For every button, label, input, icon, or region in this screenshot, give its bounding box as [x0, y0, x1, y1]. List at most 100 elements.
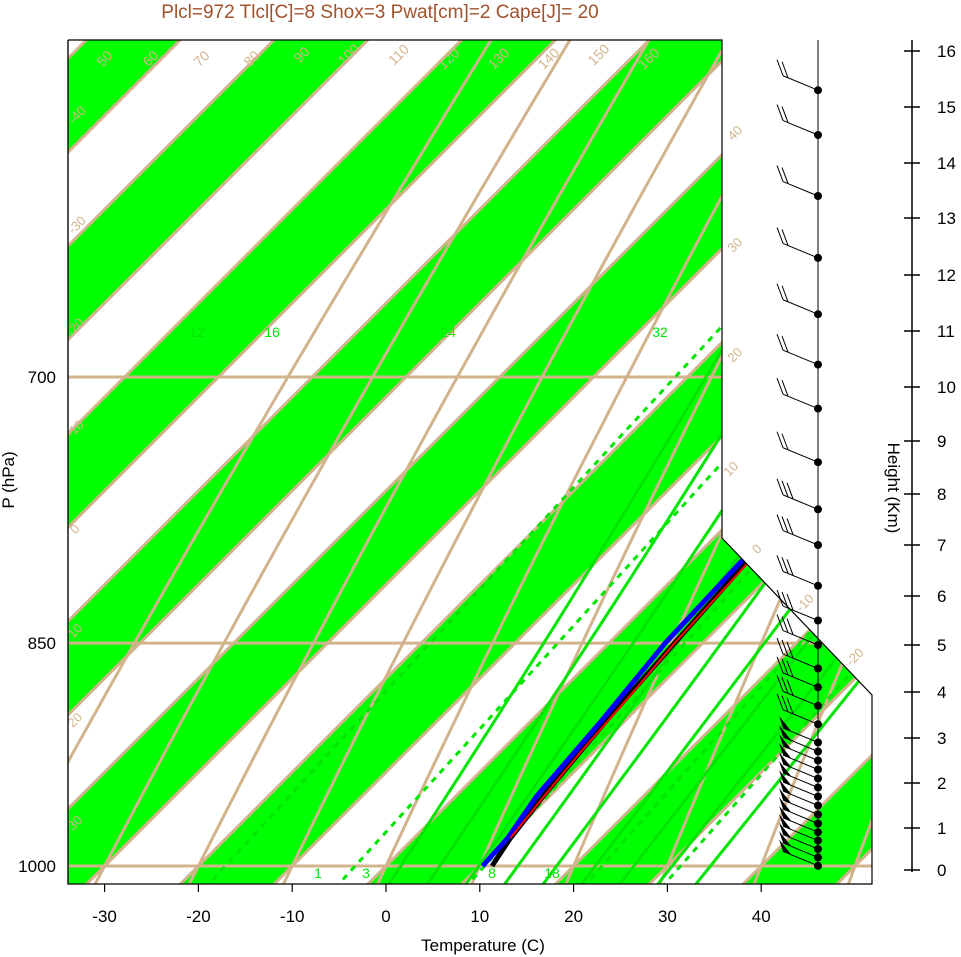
- wind-feather: [776, 656, 784, 674]
- isotherm-label: 30: [724, 234, 745, 255]
- isotherm: [68, 40, 872, 884]
- isotherm: [68, 40, 872, 884]
- wind-feather: [786, 518, 794, 535]
- wind-feather: [781, 433, 789, 450]
- wind-feather: [776, 589, 784, 607]
- dry-adiabat: [163, 40, 872, 884]
- wind-barb: [782, 690, 819, 707]
- temperature-tick-label: 0: [381, 907, 390, 926]
- wind-flag: [779, 743, 792, 759]
- mixing-ratio-labels: 1 3 8 18: [314, 865, 560, 881]
- wind-flag: [779, 734, 792, 750]
- moist-adiabat: [430, 40, 872, 884]
- wind-flag: [779, 797, 792, 813]
- moist-adiabat-label: 12: [189, 324, 205, 340]
- wind-feather: [776, 333, 784, 351]
- moist-adiabat-labels: 12 16 24 32: [189, 324, 668, 340]
- height-tick-label: 7: [937, 536, 946, 555]
- wind-feather: [781, 61, 789, 78]
- wind-barb: [782, 447, 819, 463]
- wind-feather: [781, 285, 789, 302]
- wind-flag: [779, 716, 792, 732]
- wind-barb: [782, 530, 819, 546]
- wind-flag: [779, 814, 792, 830]
- dry-adiabat: [734, 40, 872, 884]
- dry-adiabat: [68, 40, 872, 884]
- wind-feather: [786, 559, 794, 576]
- wind-flag: [779, 822, 792, 838]
- wind-feather: [781, 639, 789, 657]
- moist-adiabat-label: 16: [264, 324, 280, 340]
- isotherm: [787, 40, 872, 884]
- dry-adiabat-label: 150: [585, 40, 613, 68]
- pressure-tick-label: 700: [28, 368, 56, 387]
- isotherm: [68, 40, 872, 884]
- wind-feather: [776, 514, 784, 531]
- wind-barb: [782, 745, 819, 761]
- moist-adiabat: [467, 40, 872, 884]
- wind-barb: [782, 817, 819, 833]
- isotherm: [68, 40, 872, 884]
- height-tick-label: 6: [937, 587, 946, 606]
- moist-adiabat: [543, 40, 872, 884]
- wind-feather: [786, 618, 794, 635]
- wind-feather: [776, 165, 784, 182]
- moist-adiabat-label: 32: [652, 324, 668, 340]
- height-tick-label: 0: [937, 861, 946, 880]
- wind-barb: [782, 570, 819, 587]
- dewpoint-profile: [480, 40, 872, 868]
- wind-barb: [782, 754, 819, 770]
- temperature-band: [68, 40, 872, 884]
- isotherm: [130, 40, 872, 884]
- wind-flag: [779, 839, 792, 855]
- wind-feather: [776, 478, 784, 496]
- dry-adiabat-labels: 50 60 70 80 90 100 110 120 130 140 150 160: [93, 40, 662, 72]
- wind-barb: [782, 850, 819, 867]
- temperature-tick-label: 40: [752, 907, 771, 926]
- wind-flag: [779, 752, 792, 768]
- wind-flag: [779, 805, 792, 821]
- height-tick-label: 8: [937, 485, 946, 504]
- isotherm-label: -20: [843, 645, 867, 669]
- wind-barb: [782, 393, 819, 410]
- height-tick-label: 3: [937, 729, 946, 748]
- pressure-axis: 1001502002503004005007008501000: [18, 40, 69, 884]
- wind-barb: [782, 653, 819, 669]
- wind-feather: [786, 679, 794, 696]
- wind-feather: [776, 227, 784, 244]
- height-tick-label: 5: [937, 636, 946, 655]
- wind-feather: [776, 377, 784, 395]
- temperature-tick-label: 30: [658, 907, 677, 926]
- wind-feather: [781, 167, 789, 184]
- wind-feather: [776, 431, 784, 448]
- height-tick-label: 9: [937, 432, 946, 451]
- wind-barb: [782, 709, 819, 725]
- height-tick-label: 4: [937, 683, 946, 702]
- wind-barb: [782, 299, 819, 315]
- isotherm-label: 10: [720, 458, 741, 479]
- height-tick-label: 14: [937, 154, 956, 173]
- wind-barb: [782, 736, 819, 752]
- dry-adiabat: [68, 40, 872, 884]
- wind-feather: [786, 641, 794, 659]
- moist-adiabat: [580, 40, 872, 884]
- height-tick-label: 11: [937, 322, 955, 341]
- temperature-tick-label: 20: [564, 907, 583, 926]
- wind-barb: [782, 834, 819, 850]
- wind-barb: [782, 781, 819, 797]
- wind-feather: [781, 480, 789, 498]
- isotherm-label: 40: [724, 122, 745, 143]
- mixing-ratio-label: 8: [488, 865, 496, 881]
- height-tick-label: 16: [937, 42, 956, 61]
- wind-flag: [779, 725, 792, 741]
- wind-barb: [782, 842, 819, 858]
- wind-barb: [782, 630, 819, 646]
- temperature-tick-label: 10: [470, 907, 489, 926]
- wind-barb: [782, 181, 819, 197]
- moist-adiabat: [655, 40, 872, 884]
- wind-barb: [782, 825, 819, 842]
- moist-adiabat: [618, 40, 872, 884]
- wind-feather: [781, 591, 789, 609]
- isotherm: [68, 40, 872, 884]
